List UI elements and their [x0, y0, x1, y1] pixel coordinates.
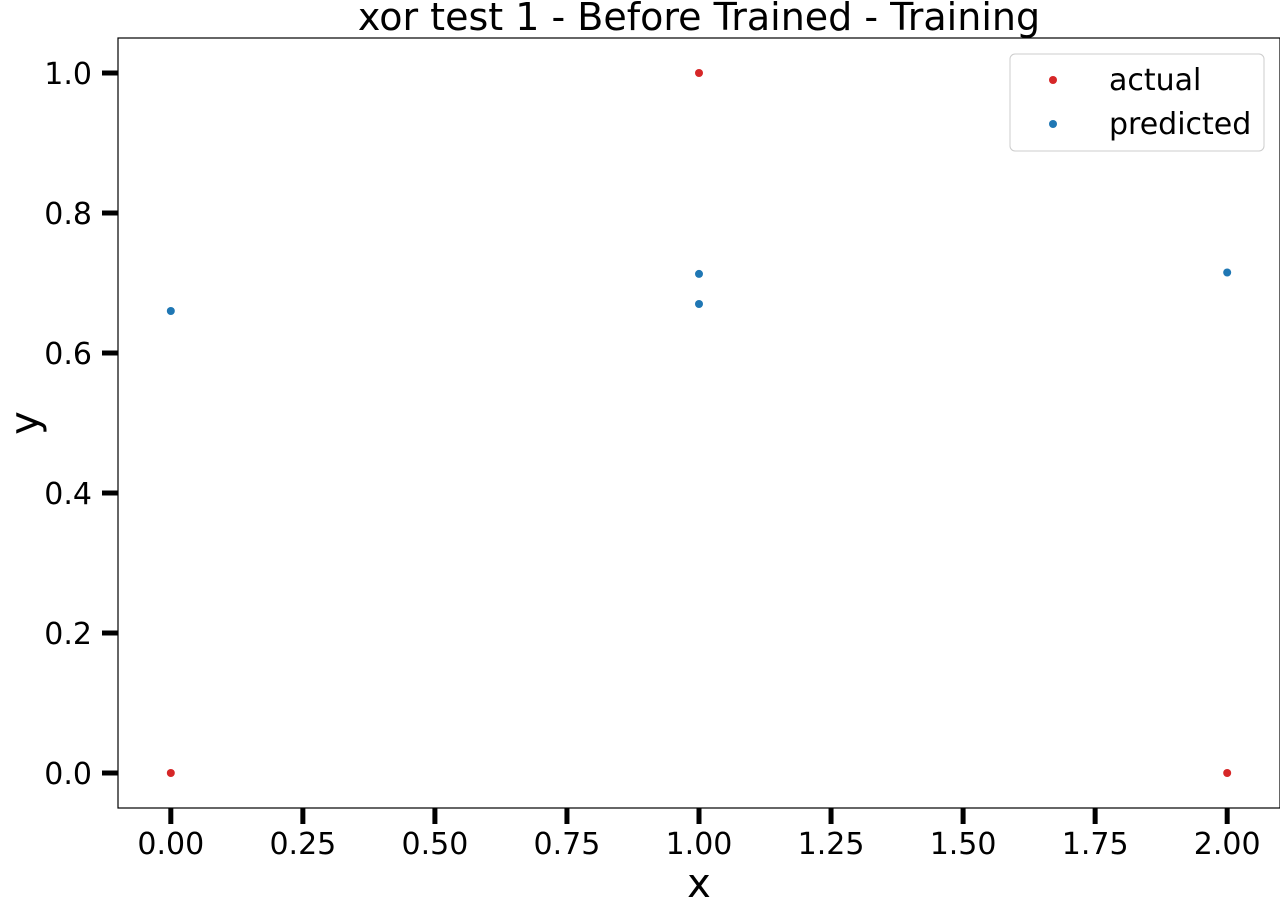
x-tick-label: 0.75: [534, 827, 601, 862]
x-tick-label: 0.25: [269, 827, 336, 862]
legend-box: [1009, 53, 1265, 152]
legend-marker-predicted: [1049, 120, 1057, 128]
data-point-predicted: [166, 307, 175, 315]
data-point-actual: [695, 69, 703, 77]
data-point-actual: [166, 769, 175, 777]
y-axis-label: y: [2, 411, 48, 435]
y-tick-label: 1.0: [44, 57, 92, 92]
x-tick-label: 1.25: [798, 827, 865, 862]
x-axis-ticks: 0.00 0.25 0.50 0.75 1.00 1.25 1.50 1.75 2.00: [137, 808, 1261, 862]
x-axis-label: x: [687, 861, 711, 906]
legend-label-predicted: predicted: [1109, 107, 1251, 142]
data-point-predicted: [695, 269, 703, 278]
legend-marker-actual: [1049, 76, 1057, 84]
y-tick-label: 0.8: [44, 197, 92, 232]
data-points: [166, 69, 1232, 777]
data-point-predicted: [695, 300, 703, 308]
data-point-predicted: [1223, 268, 1232, 277]
chart-title: xor test 1 - Before Trained - Training: [358, 0, 1040, 39]
data-point-actual: [1223, 769, 1232, 777]
x-tick-label: 0.00: [137, 827, 204, 862]
x-tick-label: 1.50: [930, 827, 997, 862]
y-tick-label: 0.6: [44, 337, 92, 372]
legend: actual predicted: [1009, 53, 1265, 152]
x-tick-label: 0.50: [402, 827, 469, 862]
y-tick-label: 0.4: [44, 477, 92, 512]
y-tick-label: 0.2: [44, 617, 92, 652]
y-tick-label: 0.0: [44, 757, 92, 792]
x-tick-label: 1.00: [666, 827, 733, 862]
x-tick-label: 1.75: [1062, 827, 1129, 862]
legend-label-actual: actual: [1109, 63, 1201, 98]
y-axis-ticks: 0.0 0.2 0.4 0.6 0.8 1.0: [44, 57, 118, 792]
x-tick-label: 2.00: [1194, 827, 1261, 862]
plot-area-frame: [117, 37, 1280, 809]
